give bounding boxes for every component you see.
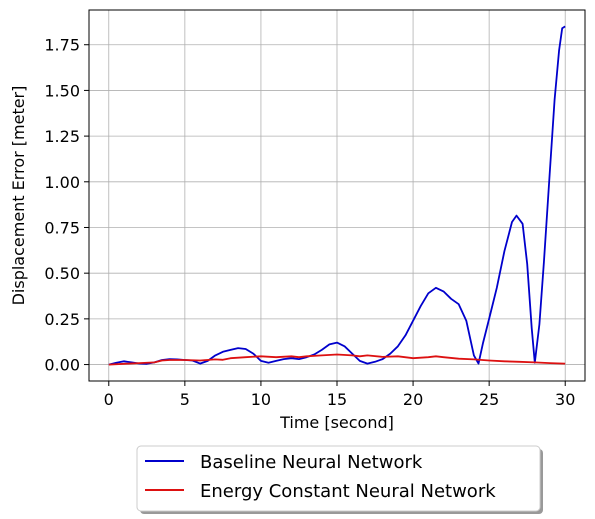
- y-tick-label: 1.25: [44, 127, 80, 146]
- y-tick-label: 1.50: [44, 81, 80, 100]
- y-tick-label: 1.75: [44, 36, 80, 55]
- series-line-energy-constant: [108, 353, 566, 366]
- x-tick-label: 20: [403, 390, 423, 409]
- grid-lines: [89, 10, 585, 381]
- x-tick-label: 10: [251, 390, 271, 409]
- x-tick-label: 15: [327, 390, 347, 409]
- x-tick-label: 30: [555, 390, 575, 409]
- y-tick-label: 0.50: [44, 264, 80, 283]
- x-tick-label: 0: [104, 390, 114, 409]
- x-axis-label: Time [second]: [279, 413, 394, 432]
- x-tick-label: 5: [180, 390, 190, 409]
- x-axis-ticks: 0 5 10 15 20 25 30: [104, 381, 575, 409]
- y-axis-ticks: 0.00 0.25 0.50 0.75 1.00 1.25 1.50 1.75: [44, 36, 89, 375]
- series-lines: [108, 25, 566, 366]
- legend-label-energy-constant: Energy Constant Neural Network: [200, 481, 496, 502]
- y-axis-label: Displacement Error [meter]: [9, 86, 28, 306]
- y-tick-label: 1.00: [44, 173, 80, 192]
- x-tick-label: 25: [479, 390, 499, 409]
- legend: Baseline Neural Network Energy Constant …: [136, 445, 543, 514]
- y-tick-label: 0.25: [44, 310, 80, 329]
- legend-label-baseline: Baseline Neural Network: [200, 452, 423, 473]
- y-tick-label: 0.00: [44, 356, 80, 375]
- y-tick-label: 0.75: [44, 218, 80, 237]
- legend-box: [136, 445, 541, 512]
